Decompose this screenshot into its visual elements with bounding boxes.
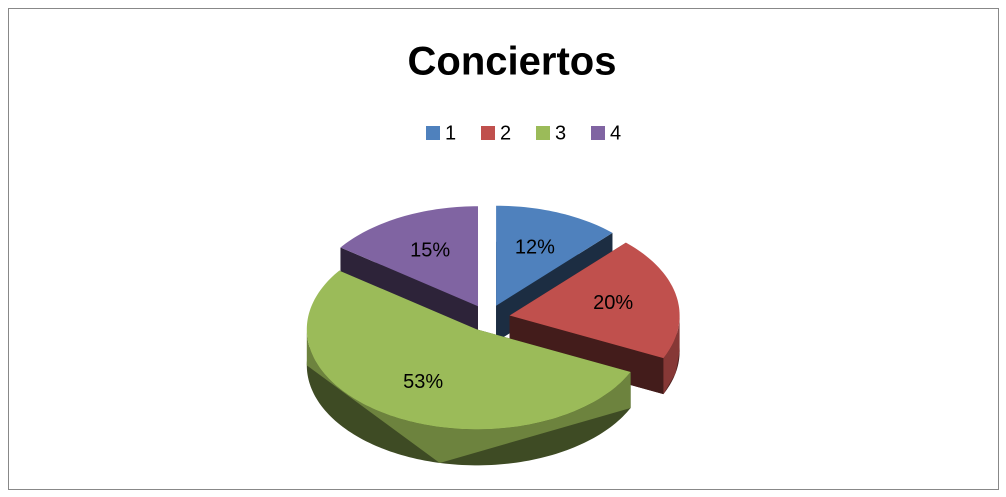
legend-swatch (591, 126, 605, 140)
legend-label: 4 (610, 122, 621, 144)
data-label: 53% (403, 371, 443, 393)
legend-swatch (536, 126, 550, 140)
data-label: 15% (410, 239, 450, 261)
legend-swatch (481, 126, 495, 140)
legend-label: 3 (555, 122, 566, 144)
slice (496, 205, 613, 306)
slice (340, 206, 479, 307)
legend-label: 1 (445, 122, 456, 144)
data-label: 20% (593, 292, 633, 314)
slice (509, 242, 680, 359)
slice (306, 270, 631, 430)
pie-tops (306, 205, 680, 430)
chart-title: Conciertos (408, 40, 617, 84)
slice-wall (663, 315, 680, 395)
data-label: 12% (515, 236, 555, 258)
legend-label: 2 (500, 122, 511, 144)
legend-swatch (426, 126, 440, 140)
slice-wall (306, 329, 631, 463)
